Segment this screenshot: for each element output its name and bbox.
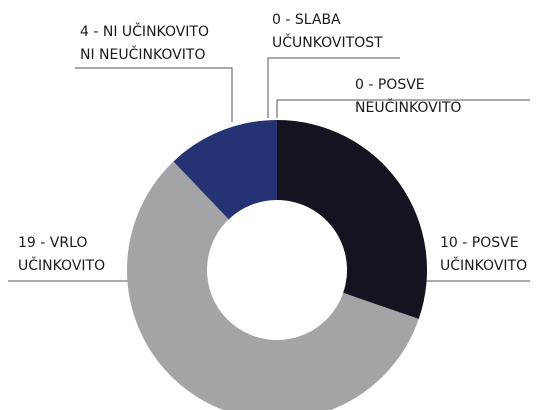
slice-label: 10 - POSVE bbox=[440, 235, 519, 251]
slice-label: NI NEUČINKOVITO bbox=[80, 45, 205, 63]
leader-line bbox=[75, 67, 233, 122]
slice-label: UČINKOVITO bbox=[18, 256, 105, 274]
donut-slice bbox=[277, 120, 427, 320]
slice-label: UČINKOVITO bbox=[440, 256, 527, 274]
leader-line bbox=[276, 99, 530, 118]
slice-label: 0 - POSVE bbox=[355, 77, 425, 93]
donut-slice bbox=[127, 161, 419, 410]
slice-label: 0 - SLABA bbox=[272, 12, 341, 28]
donut-slice bbox=[173, 120, 277, 220]
leader-line bbox=[267, 57, 400, 118]
slice-label: 4 - NI UČINKOVITO bbox=[80, 22, 209, 40]
slice-label: UČUNKOVITOST bbox=[272, 33, 383, 51]
slice-label: NEUČINKOVITO bbox=[355, 98, 461, 116]
leader-lines bbox=[8, 57, 530, 282]
slice-label: 19 - VRLO bbox=[18, 235, 87, 251]
